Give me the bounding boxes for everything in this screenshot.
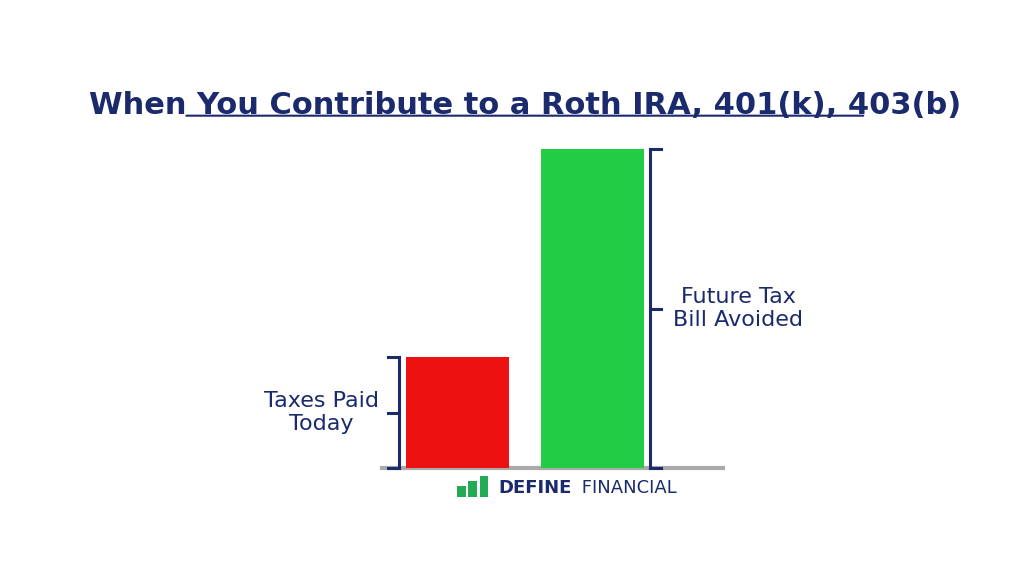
FancyBboxPatch shape: [406, 357, 509, 468]
FancyBboxPatch shape: [479, 476, 488, 497]
Text: Taxes Paid
Today: Taxes Paid Today: [264, 391, 379, 434]
Text: FINANCIAL: FINANCIAL: [577, 479, 677, 497]
FancyBboxPatch shape: [541, 149, 644, 468]
Text: When You Contribute to a Roth IRA, 401(k), 403(b): When You Contribute to a Roth IRA, 401(k…: [89, 92, 961, 120]
Text: Future Tax
Bill Avoided: Future Tax Bill Avoided: [673, 287, 803, 330]
FancyBboxPatch shape: [458, 487, 466, 497]
FancyBboxPatch shape: [468, 481, 477, 497]
Text: DEFINE: DEFINE: [499, 479, 572, 497]
